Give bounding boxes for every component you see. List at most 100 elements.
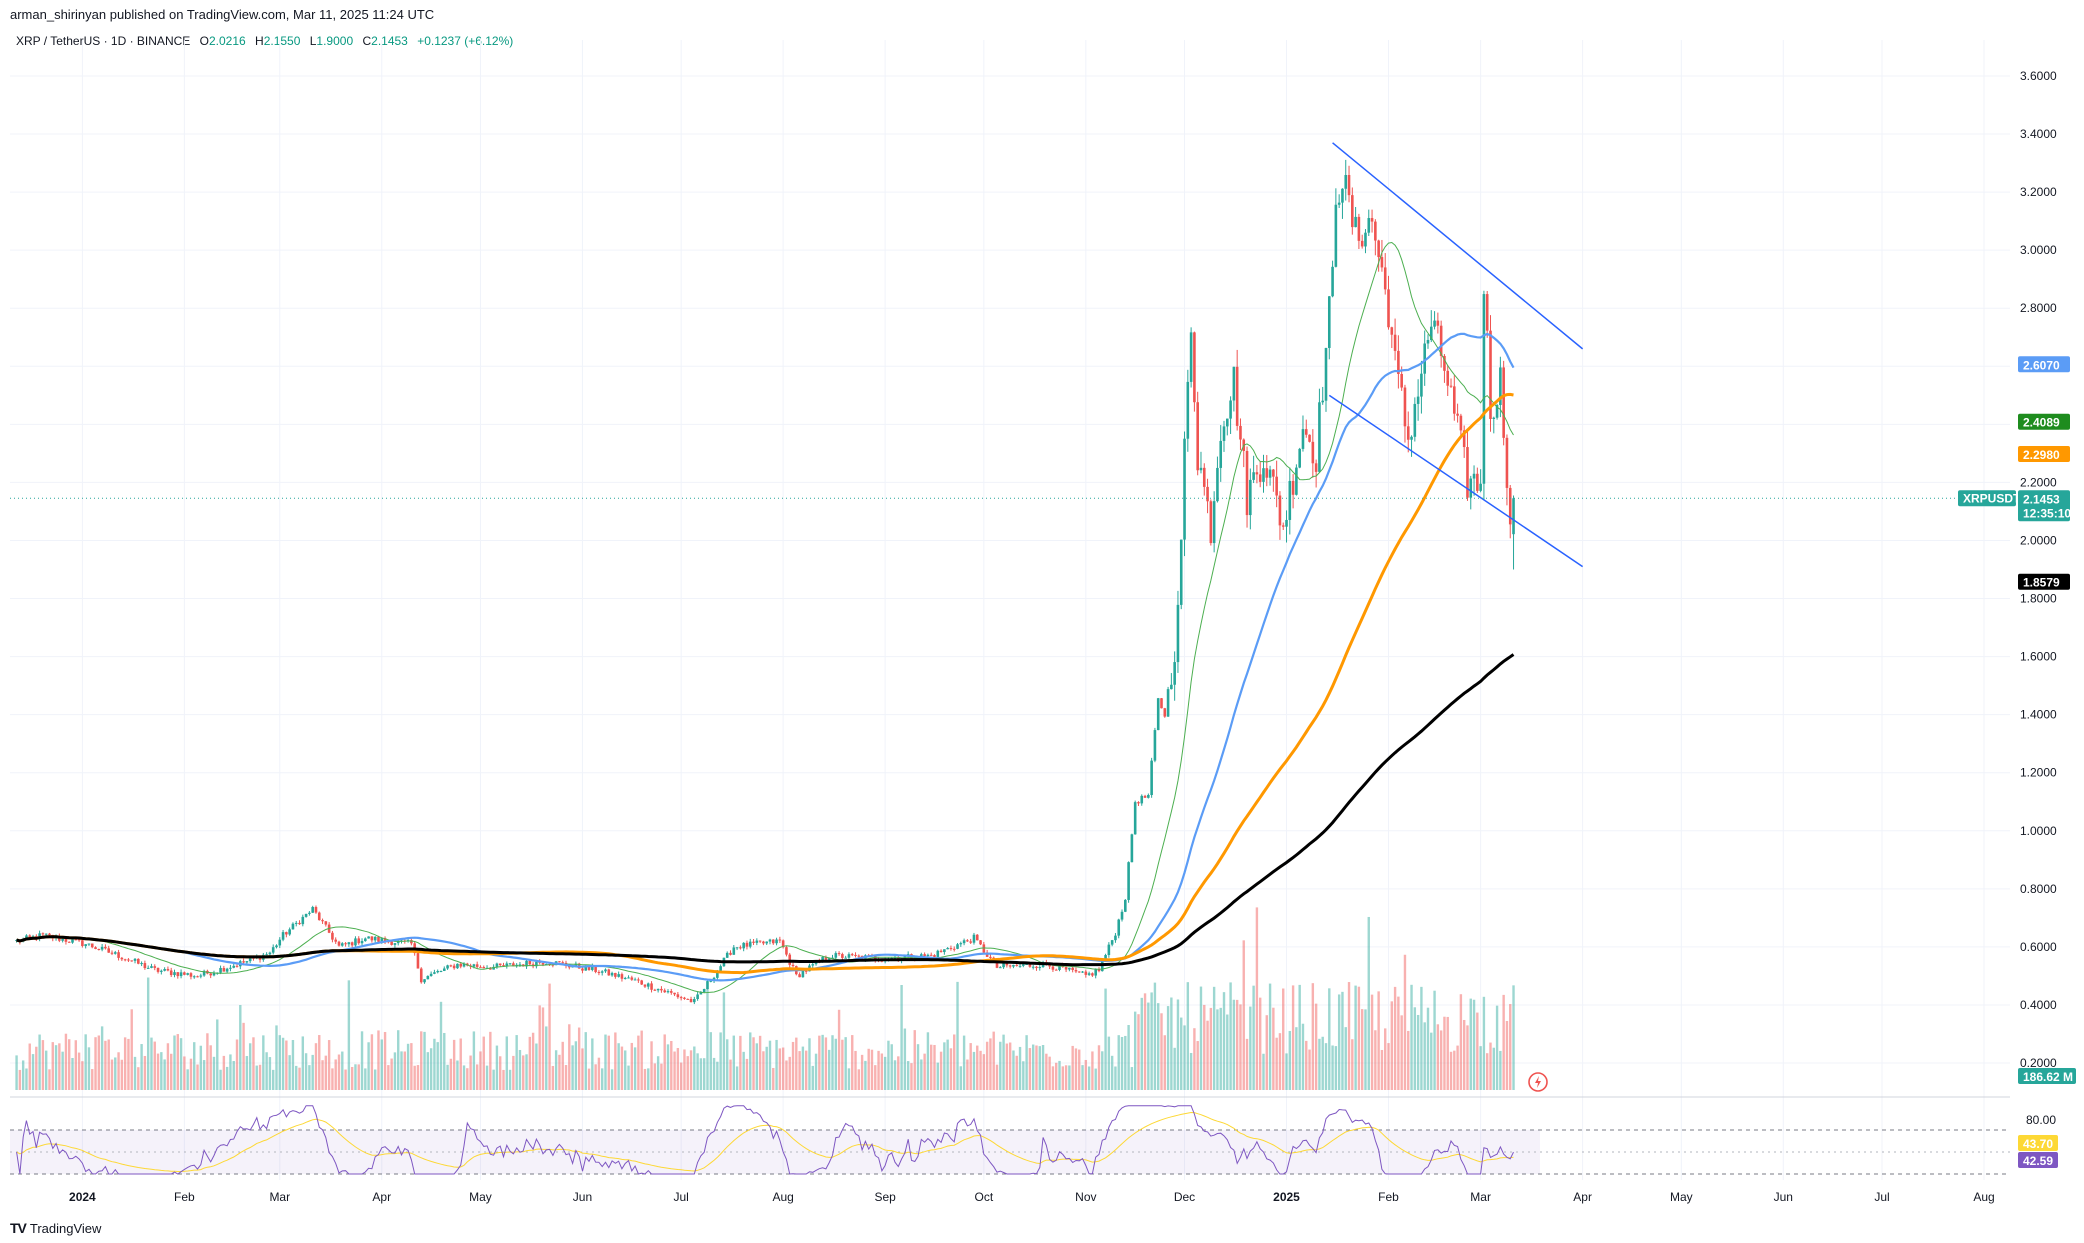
volume-bar <box>887 1040 890 1090</box>
volume-bar <box>173 1035 176 1090</box>
volume-bar <box>390 1058 393 1090</box>
volume-bar <box>1157 1003 1160 1090</box>
candle-body <box>643 984 647 987</box>
candle <box>739 945 742 950</box>
price-tag[interactable]: 2.6070 <box>2018 356 2070 373</box>
candle <box>1446 365 1450 397</box>
volume-bar <box>1094 1068 1097 1090</box>
candle-body <box>334 939 338 942</box>
rsi-ma-tag[interactable]: 43.70 <box>2018 1135 2058 1151</box>
candle <box>173 969 176 978</box>
candle <box>837 951 841 956</box>
volume-bar <box>1380 1049 1384 1090</box>
candle-body <box>117 952 120 958</box>
candle <box>798 972 801 978</box>
volume-bar <box>370 1034 374 1090</box>
volume-bar <box>1120 1036 1124 1090</box>
candle-body <box>498 963 502 966</box>
volume-bar <box>466 1068 469 1090</box>
volume-bar <box>601 1068 604 1090</box>
candle <box>558 961 561 963</box>
volume-bar <box>1252 985 1255 1090</box>
candle <box>160 969 163 975</box>
candle <box>1068 967 1071 972</box>
candle-body <box>1219 440 1223 468</box>
candle-body <box>1229 400 1232 419</box>
candle-body <box>824 956 828 960</box>
candle-body <box>1495 405 1499 418</box>
candle <box>156 967 160 974</box>
volume-tag[interactable]: 186.62 M <box>2018 1068 2076 1084</box>
volume-bar <box>870 1049 874 1090</box>
candle <box>1492 416 1496 434</box>
tag-value: 1.8579 <box>2023 576 2060 590</box>
candle <box>653 988 657 991</box>
candle-body <box>298 922 301 925</box>
candle <box>1031 964 1035 970</box>
volume-bar <box>617 1043 620 1090</box>
price-tag[interactable]: 1.8579 <box>2018 573 2070 590</box>
symbol-name[interactable]: XRP / TetherUS · 1D · BINANCE <box>16 34 191 48</box>
candle-body <box>1094 969 1097 976</box>
volume-bar <box>285 1040 288 1090</box>
candle-body <box>1512 498 1515 535</box>
volume-bar <box>624 1050 627 1090</box>
volume-bar <box>828 1049 831 1090</box>
candle-body <box>771 939 775 944</box>
candle <box>1199 451 1203 474</box>
rsi-ma-line <box>16 1111 1514 1172</box>
volume-bar <box>1015 1055 1018 1090</box>
candle-body <box>1179 539 1183 605</box>
candle <box>324 921 328 927</box>
candle-body <box>716 970 719 978</box>
candle <box>94 946 97 950</box>
candle-body <box>1462 430 1466 448</box>
candle <box>660 986 663 993</box>
volume-bar <box>281 1037 285 1090</box>
volume-bar <box>308 1065 311 1090</box>
volume-bar <box>1084 1059 1088 1090</box>
candle <box>841 952 844 961</box>
candle <box>196 975 199 978</box>
candle <box>1147 793 1150 799</box>
candle <box>1255 464 1259 484</box>
volume-bar <box>663 1034 666 1090</box>
candle-body <box>462 963 466 967</box>
candle <box>192 975 196 979</box>
volume-bar <box>258 1064 262 1090</box>
volume-bar <box>1262 1053 1265 1090</box>
tag-value: 2.6070 <box>2023 358 2060 372</box>
rsi-tag[interactable]: 42.59 <box>2018 1152 2058 1168</box>
tradingview-logo-icon[interactable]: TV <box>10 1220 27 1236</box>
footer-brand[interactable]: TradingView <box>29 1220 102 1236</box>
candle <box>693 996 696 1005</box>
volume-bar <box>1071 1045 1074 1090</box>
price-tag[interactable]: 2.4089 <box>2018 413 2070 430</box>
candle <box>762 940 765 946</box>
alert-icon[interactable] <box>1528 1072 1548 1092</box>
candle <box>666 989 670 994</box>
candle-body <box>107 948 110 953</box>
candle <box>1393 318 1397 361</box>
y-tick-label: 0.8000 <box>2020 882 2057 896</box>
candle <box>426 975 430 980</box>
candle-body <box>212 972 216 976</box>
volume-bar <box>291 1040 295 1090</box>
candle-body <box>597 972 601 974</box>
candle <box>765 941 768 946</box>
candle-body <box>74 939 78 941</box>
candle <box>637 977 640 983</box>
price-tag[interactable]: 2.2980 <box>2018 445 2070 462</box>
volume-bar <box>1354 985 1357 1090</box>
volume-bars <box>15 907 1515 1090</box>
volume-bar <box>410 1043 413 1090</box>
volume-bar <box>528 1036 532 1090</box>
volume-bar <box>383 1031 387 1090</box>
volume-bar <box>801 1046 805 1090</box>
candle <box>1183 431 1186 557</box>
candle <box>1311 429 1315 478</box>
candle <box>150 963 153 969</box>
candle-body <box>1311 441 1315 464</box>
